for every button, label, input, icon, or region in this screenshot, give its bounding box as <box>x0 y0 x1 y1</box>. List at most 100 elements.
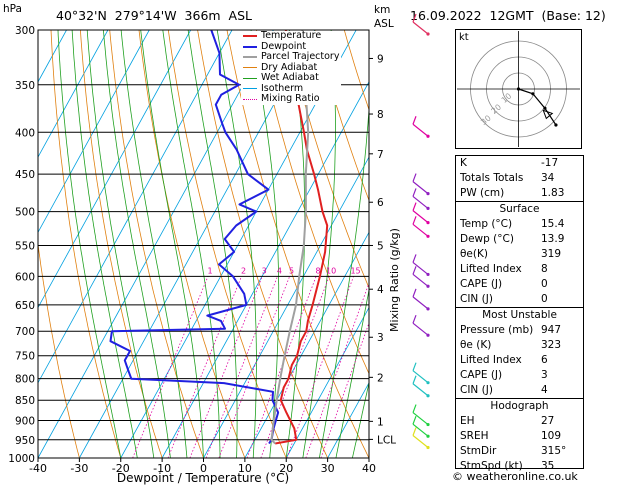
wind-barb-flag <box>412 288 417 298</box>
isotherm-line <box>161 81 369 458</box>
legend-label: Isotherm <box>261 82 304 94</box>
wind-barb-flag <box>412 404 417 413</box>
hodograph-trace <box>518 88 557 126</box>
indices-panel: K -17 Totals Totals 34 PW (cm) 1.83 Surface T… <box>455 155 584 472</box>
mixing-ratio-line <box>167 276 242 458</box>
index-row: Dewp (°C) 13.9 <box>456 232 583 247</box>
index-row: K -17 <box>456 156 583 171</box>
index-value: 3 <box>541 369 548 381</box>
wind-barb-flag <box>412 173 417 182</box>
mixing-ratio-line <box>218 276 290 458</box>
dry-adiabat <box>314 30 369 202</box>
index-label: Pressure (mb) <box>460 324 534 336</box>
index-row: StmDir 315° <box>456 444 583 459</box>
index-value: 27 <box>541 415 555 427</box>
mixing-ratio-label: 5 <box>289 266 294 275</box>
legend-swatch <box>243 67 257 69</box>
index-row: CIN (J) 4 <box>456 383 583 398</box>
dry-adiabat <box>579 30 629 458</box>
index-label: K <box>460 157 467 169</box>
wind-barb <box>412 423 429 437</box>
mixing-ratio-label: 1 <box>207 266 212 275</box>
index-value: 13.9 <box>541 233 565 245</box>
mixing-ratio-label: 4 <box>277 266 282 275</box>
hodograph-point <box>516 87 521 91</box>
legend-item: Isotherm <box>243 82 339 95</box>
wet-adiabat <box>86 30 155 458</box>
wind-barb <box>412 296 429 310</box>
wind-barb-dot <box>426 32 430 36</box>
wind-barb <box>412 261 429 275</box>
temp-tick-label: -40 <box>29 462 47 475</box>
wind-barb <box>412 322 429 336</box>
wind-barb-dot <box>426 234 430 238</box>
wind-barb-dot <box>426 394 430 398</box>
mixing-ratio-label: 20 <box>368 266 378 275</box>
wind-barb-flag <box>412 188 417 197</box>
mixing-ratio-line <box>205 276 278 458</box>
index-value: 34 <box>541 172 555 184</box>
index-label: θe (K) <box>460 339 492 351</box>
km-tick-label: 6 <box>377 197 384 209</box>
index-label: SREH <box>460 430 489 442</box>
index-value: 1.83 <box>541 187 565 199</box>
wind-barb <box>412 123 429 137</box>
index-label: Lifted Index <box>460 263 522 275</box>
km-tick-label: 5 <box>377 240 384 252</box>
index-label: CAPE (J) <box>460 278 503 290</box>
temp-tick-label: 10 <box>238 462 252 475</box>
pressure-tick-label: 900 <box>15 416 35 428</box>
mu-title: Most Unstable <box>456 307 583 323</box>
index-row: PW (cm) 1.83 <box>456 186 583 201</box>
index-label: PW (cm) <box>460 187 505 199</box>
wind-barb <box>412 181 429 195</box>
hodograph-point <box>531 92 535 96</box>
index-value: 0 <box>541 293 548 305</box>
pressure-tick-label: 400 <box>15 127 35 139</box>
index-label: CAPE (J) <box>460 369 503 381</box>
temp-tick-label: 30 <box>321 462 335 475</box>
index-label: StmSpd (kt) <box>460 460 523 472</box>
index-label: Dewp (°C) <box>460 233 514 245</box>
index-label: θe(K) <box>460 248 488 260</box>
wind-barb-flag <box>412 254 417 263</box>
index-row: Pressure (mb) 947 <box>456 323 583 338</box>
wind-barb-dot <box>426 191 430 196</box>
wind-barb <box>412 210 429 224</box>
wind-barb-flag <box>412 415 417 425</box>
index-row: θe(K) 319 <box>456 247 583 262</box>
isotherm-line <box>38 30 109 158</box>
wet-adiabat <box>103 30 171 458</box>
km-tick-label: 8 <box>377 109 384 121</box>
pressure-tick-label: 950 <box>15 435 35 447</box>
wind-barb <box>412 21 429 35</box>
pressure-tick-label: 550 <box>15 240 35 252</box>
index-row: EH 27 <box>456 414 583 429</box>
mixing-ratio-label: 15 <box>350 266 360 275</box>
hodograph-indices: EH 27 SREH 109 StmDir 315° StmSpd (kt) 35 <box>456 414 583 474</box>
hodograph-point <box>554 123 558 127</box>
mixing-ratio-line <box>320 321 369 458</box>
pressure-tick-label: 650 <box>15 300 35 312</box>
hodograph-unit: kt <box>459 32 469 43</box>
index-row: CIN (J) 0 <box>456 292 583 307</box>
wind-barb-dot <box>426 445 430 450</box>
surface-indices: Temp (°C) 15.4 Dewp (°C) 13.9 θe(K) 319 Lifted… <box>456 217 583 307</box>
legend-item: Parcel Trajectory <box>243 51 339 63</box>
legend-item: Temperature <box>243 30 339 42</box>
legend-item: Dry Adiabat <box>243 62 339 74</box>
index-row: CAPE (J) 0 <box>456 277 583 292</box>
temp-tick-label: 40 <box>362 462 376 475</box>
legend-swatch <box>243 56 257 59</box>
wind-barb-dot <box>426 134 430 138</box>
index-row: SREH 109 <box>456 429 583 444</box>
index-value: 35 <box>541 460 555 472</box>
index-value: 947 <box>541 324 562 336</box>
legend-swatch <box>243 88 257 90</box>
index-value: 15.4 <box>541 218 565 230</box>
index-label: Totals Totals <box>460 172 524 184</box>
legend-label: Dewpoint <box>261 40 307 52</box>
index-value: -17 <box>541 157 559 169</box>
wind-barb-dot <box>426 221 430 225</box>
wind-barb-flag <box>412 375 417 384</box>
